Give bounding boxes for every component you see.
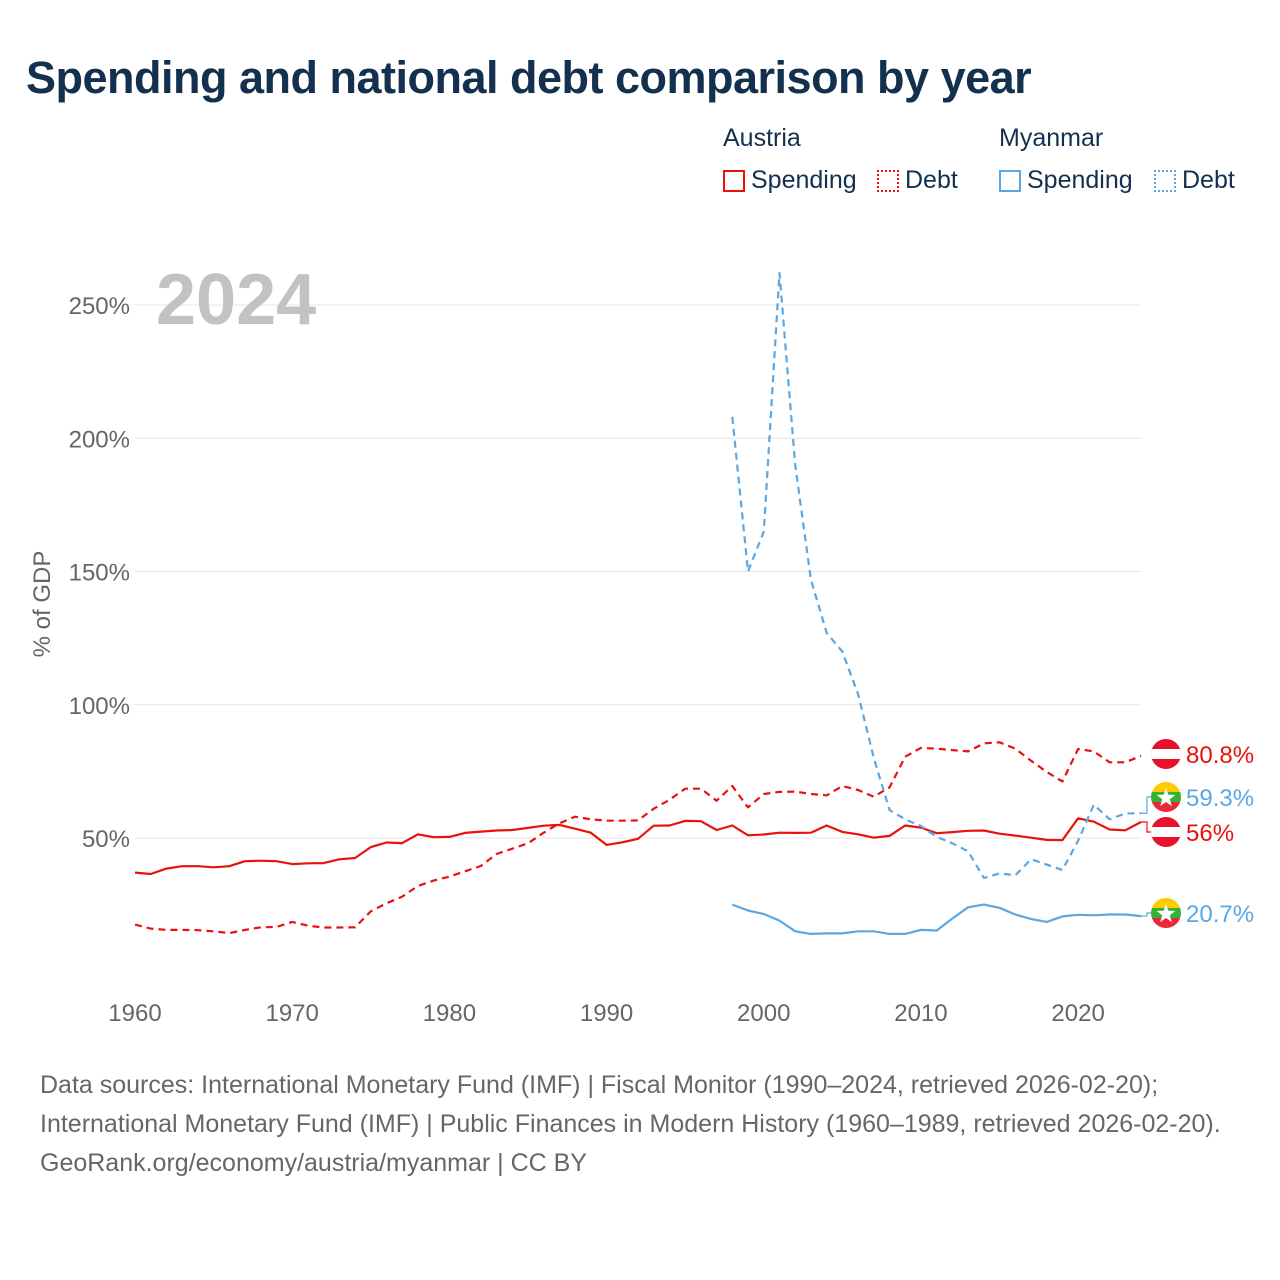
- legend-label: Debt: [1182, 166, 1235, 194]
- label-connector: [1141, 912, 1152, 917]
- end-value-label: 56%: [1186, 820, 1234, 847]
- legend-label: Spending: [1027, 166, 1133, 194]
- x-tick-label: 1990: [580, 1000, 633, 1027]
- y-tick-label: 200%: [69, 426, 130, 453]
- footer: Data sources: International Monetary Fun…: [40, 1066, 1240, 1183]
- year-watermark: 2024: [156, 260, 316, 340]
- legend-myanmar-spending[interactable]: Spending: [999, 166, 1133, 195]
- series-line-myanmar-spending[interactable]: [731, 903, 1142, 936]
- x-tick-label: 1960: [108, 1000, 161, 1027]
- x-tick-label: 2010: [894, 1000, 947, 1027]
- myanmar-flag-icon: [1151, 782, 1181, 812]
- end-value-label: 20.7%: [1186, 901, 1254, 928]
- end-value-label: 59.3%: [1186, 785, 1254, 812]
- legend-austria-debt[interactable]: Debt: [877, 166, 958, 195]
- gridlines: [135, 304, 1141, 839]
- line-chart: 50% 100% 150% 200% 250% 1960 1970 1980 1990 2000…: [29, 260, 1254, 1027]
- x-tick-label: 1980: [423, 1000, 476, 1027]
- legend-myanmar-debt[interactable]: Debt: [1154, 166, 1235, 195]
- y-axis-label: % of GDP: [29, 551, 56, 658]
- y-tick-label: 250%: [69, 293, 130, 320]
- legend-swatch-solid-red: [723, 169, 745, 192]
- series-line-austria-spending[interactable]: [134, 817, 1142, 876]
- myanmar-flag-icon: [1151, 898, 1181, 928]
- legend-group-austria: Austria: [723, 124, 801, 152]
- end-label-austria-spending: 56%: [1141, 817, 1234, 847]
- legend-label: Debt: [905, 166, 958, 194]
- x-tick-label: 2000: [737, 1000, 790, 1027]
- y-tick-label: 150%: [69, 560, 130, 587]
- x-tick-label: 2020: [1051, 1000, 1104, 1027]
- x-axis-ticks: 1960 1970 1980 1990 2000 2010 2020: [108, 1000, 1105, 1027]
- credit-link[interactable]: GeoRank.org/economy/austria/myanmar | CC…: [40, 1149, 587, 1177]
- end-labels: 56% 80.8% 20.7% 59.3%: [1141, 739, 1254, 928]
- y-axis-ticks: 50% 100% 150% 200% 250%: [69, 293, 130, 853]
- legend-group-myanmar: Myanmar: [999, 124, 1104, 152]
- end-label-myanmar-debt: 59.3%: [1141, 782, 1254, 814]
- y-tick-label: 50%: [82, 826, 130, 853]
- series-lines: [134, 271, 1142, 936]
- austria-flag-icon: [1151, 817, 1181, 847]
- x-tick-label: 1970: [265, 1000, 318, 1027]
- chart-title: Spending and national debt comparison by…: [26, 52, 1032, 103]
- data-sources: Data sources: International Monetary Fun…: [40, 1071, 1221, 1138]
- legend-swatch-dotted-blue: [1154, 169, 1176, 192]
- end-label-myanmar-spending: 20.7%: [1141, 898, 1254, 928]
- end-label-austria-debt: 80.8%: [1151, 739, 1254, 769]
- legend-austria-spending[interactable]: Spending: [723, 166, 857, 195]
- legend-swatch-dotted-red: [877, 169, 899, 192]
- series-line-myanmar-debt[interactable]: [731, 271, 1142, 880]
- legend-swatch-solid-blue: [999, 169, 1021, 192]
- y-tick-label: 100%: [69, 693, 130, 720]
- end-value-label: 80.8%: [1186, 742, 1254, 769]
- series-line-austria-debt[interactable]: [134, 741, 1142, 935]
- label-connector: [1141, 796, 1152, 814]
- label-connector: [1141, 821, 1152, 833]
- austria-flag-icon: [1151, 739, 1181, 769]
- legend-label: Spending: [751, 166, 857, 194]
